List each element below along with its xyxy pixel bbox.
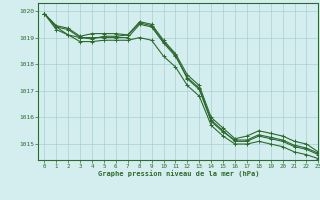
X-axis label: Graphe pression niveau de la mer (hPa): Graphe pression niveau de la mer (hPa): [98, 171, 259, 177]
